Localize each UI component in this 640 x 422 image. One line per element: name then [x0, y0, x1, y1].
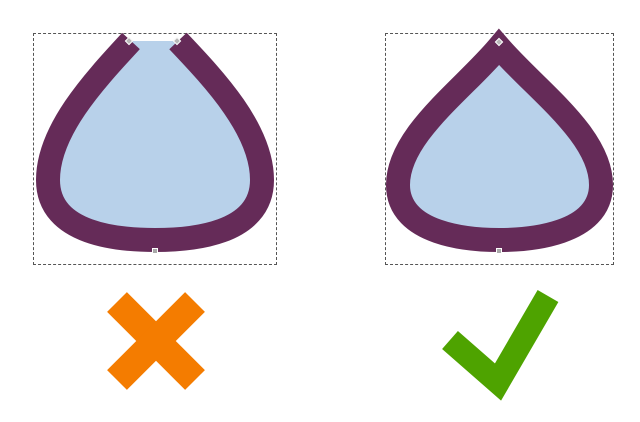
drop-shape-open	[35, 32, 275, 253]
shape-stroke	[35, 32, 275, 253]
selection-bounding-box	[33, 33, 277, 265]
bottom-node[interactable]	[152, 248, 158, 254]
bottom-node[interactable]	[496, 248, 502, 254]
panel-correct	[320, 0, 640, 422]
shape-fill-and-stroke	[385, 28, 614, 253]
cross-icon	[107, 292, 205, 390]
drop-shape-closed	[385, 28, 614, 253]
panel-incorrect	[33, 32, 277, 390]
checkmark-icon	[442, 289, 559, 401]
